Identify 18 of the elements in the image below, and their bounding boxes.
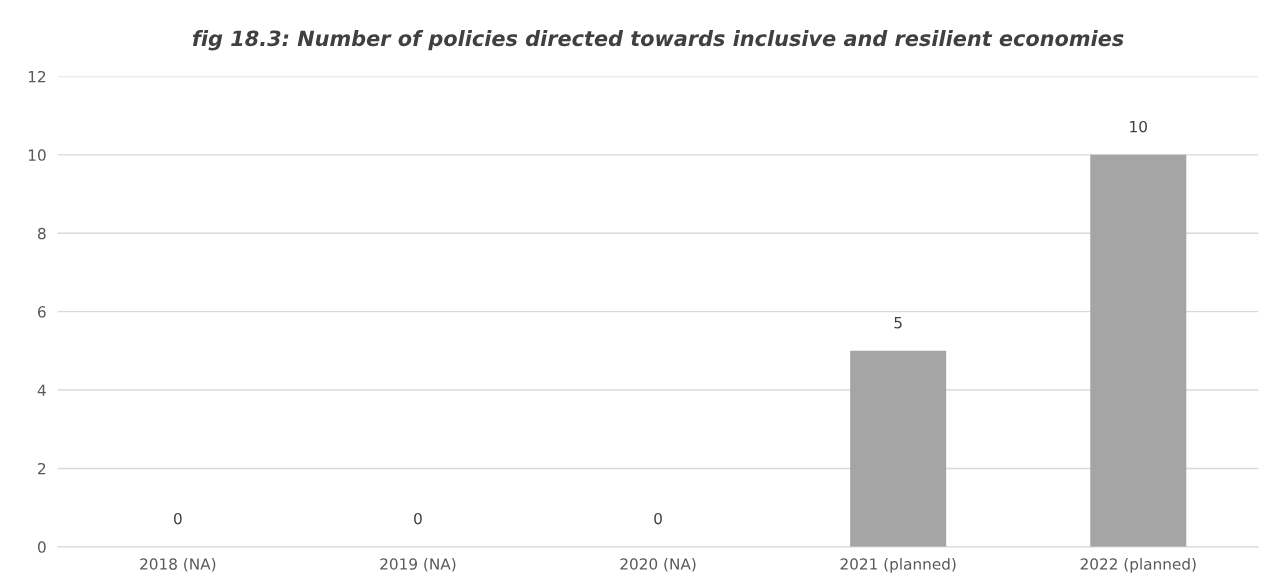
data-label: 0: [414, 512, 422, 525]
y-tick-label: 4: [37, 384, 46, 396]
x-tick-label: 2021 (planned): [840, 557, 956, 573]
y-tick-label: 10: [28, 149, 46, 161]
y-tick-label: 12: [28, 70, 46, 83]
x-tick-label: 2018 (NA): [140, 557, 216, 572]
data-label: 0: [173, 512, 182, 525]
data-label: 0: [654, 512, 662, 525]
chart-title: fig 18.3: Number of policies directed towards inclusive and resilient economies: [192, 30, 1124, 51]
data-label: 5: [894, 317, 902, 329]
data-label: 10: [1130, 120, 1147, 133]
y-tick-label: 0: [37, 541, 46, 553]
x-tick-label: 2020 (NA): [620, 557, 696, 572]
y-tick-label: 8: [37, 227, 46, 240]
y-tick-label: 6: [38, 306, 46, 318]
y-tick-label: 2: [38, 462, 46, 475]
x-tick-label: 2019 (NA): [380, 557, 456, 572]
x-tick-label: 2022 (planned): [1080, 557, 1196, 573]
